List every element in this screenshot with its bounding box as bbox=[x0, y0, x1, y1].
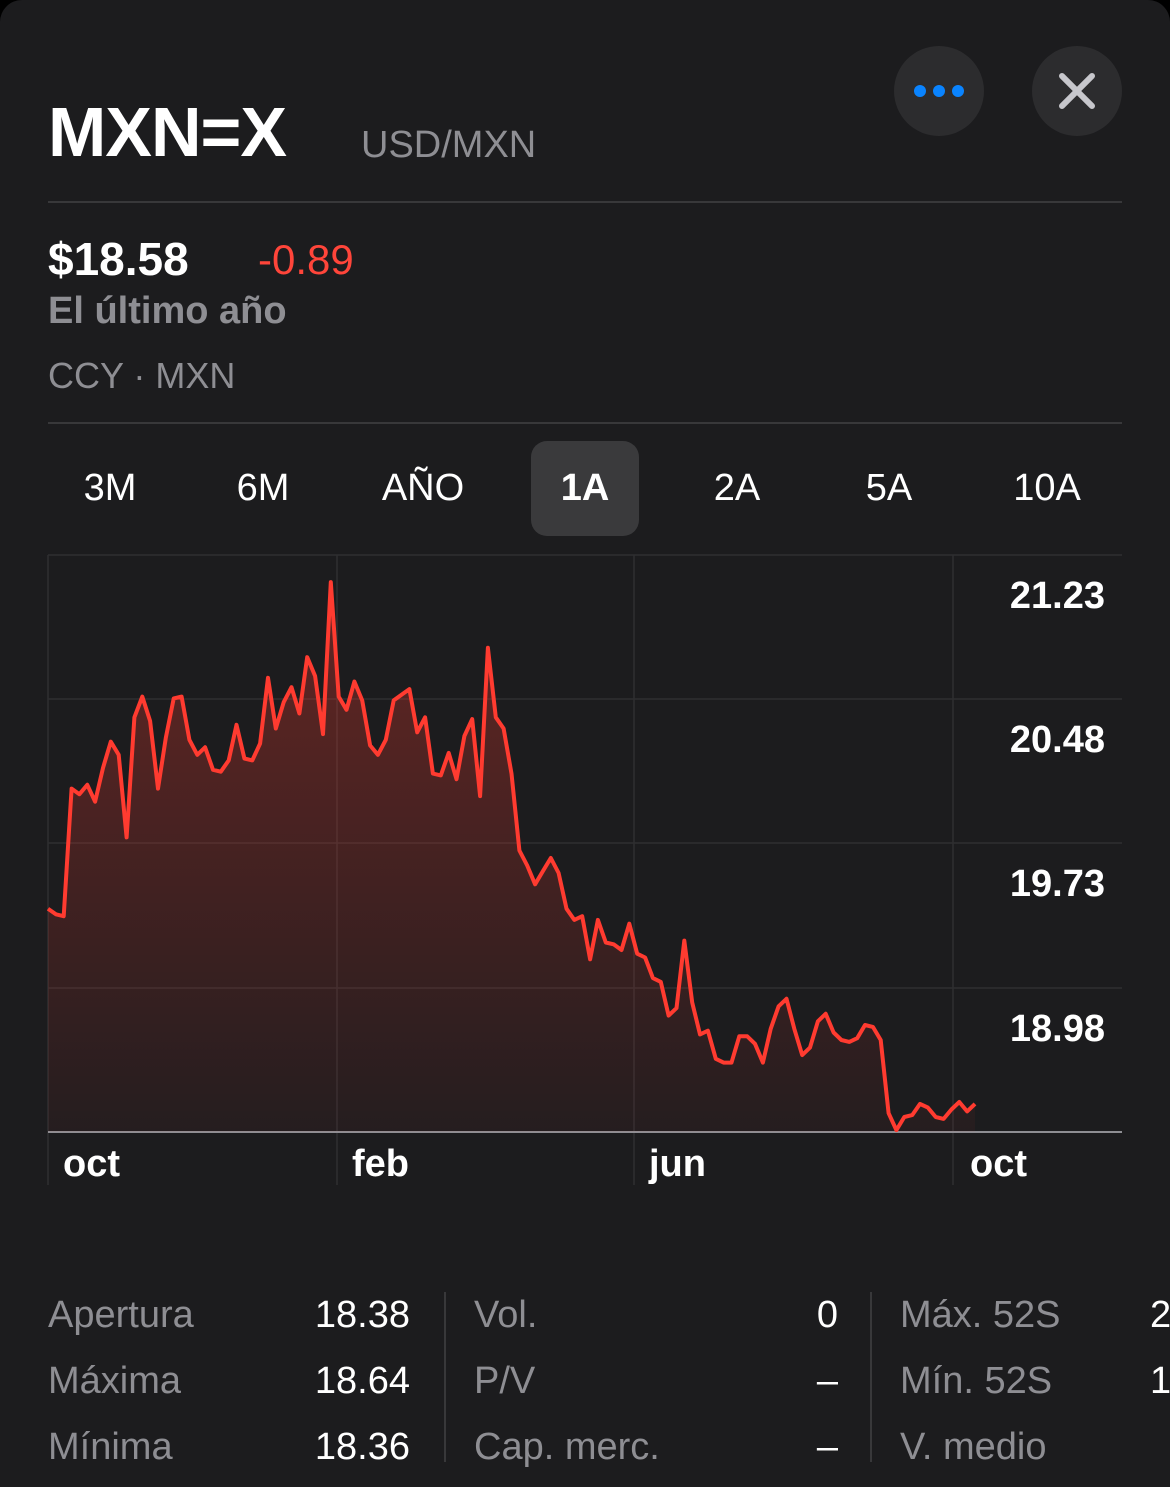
stat-label-low: Mínima bbox=[48, 1426, 173, 1468]
stat-label-52w-low: Mín. 52S bbox=[900, 1360, 1053, 1402]
range-tab-10a[interactable]: 10A bbox=[1013, 467, 1081, 509]
range-tab-3m[interactable]: 3M bbox=[83, 467, 137, 509]
range-tab-6m[interactable]: 6M bbox=[236, 467, 290, 509]
stat-value-pe: – bbox=[816, 1360, 838, 1402]
stat-label-market-cap: Cap. merc. bbox=[474, 1426, 660, 1468]
range-tab-2a[interactable]: 2A bbox=[713, 467, 761, 509]
stat-label-avg-volume: V. medio bbox=[900, 1426, 1047, 1468]
range-tab-5a[interactable]: 5A bbox=[865, 467, 913, 509]
close-icon bbox=[1059, 73, 1095, 109]
chart-area-fill bbox=[48, 582, 975, 1132]
y-tick-label: 19.73 bbox=[1010, 863, 1105, 905]
period-label: El último año bbox=[48, 290, 287, 332]
y-tick-label: 21.23 bbox=[1010, 575, 1105, 617]
stat-value-market-cap: – bbox=[816, 1426, 838, 1468]
stat-label-pe: P/V bbox=[474, 1360, 536, 1402]
chart-series-line bbox=[46, 580, 977, 1133]
x-tick-label: oct bbox=[970, 1143, 1027, 1185]
stat-label-volume: Vol. bbox=[474, 1294, 538, 1336]
ticker-symbol: MXN=X bbox=[48, 93, 287, 171]
x-tick-label: oct bbox=[63, 1143, 120, 1185]
more-button[interactable] bbox=[894, 46, 984, 136]
ellipsis-icon bbox=[914, 85, 964, 97]
price-change: -0.89 bbox=[258, 236, 354, 283]
range-tab-ytd[interactable]: AÑO bbox=[381, 467, 465, 509]
x-tick-label: jun bbox=[648, 1143, 706, 1185]
price-chart[interactable]: 21.23 20.48 19.73 18.98 oct feb jun oct bbox=[0, 540, 1170, 1200]
current-price: $18.58 bbox=[48, 233, 189, 285]
x-tick-label: feb bbox=[352, 1143, 409, 1185]
stats-divider bbox=[444, 1292, 446, 1462]
stats-divider bbox=[870, 1292, 872, 1462]
header-divider bbox=[48, 201, 1122, 203]
stat-value-52w-high: 2 bbox=[1150, 1294, 1170, 1336]
exchange-label: CCY · MXN bbox=[48, 355, 236, 396]
stat-value-open: 18.38 bbox=[314, 1294, 410, 1336]
stat-value-52w-low: 1 bbox=[1150, 1360, 1170, 1402]
close-button[interactable] bbox=[1032, 46, 1122, 136]
stat-value-high: 18.64 bbox=[314, 1360, 410, 1402]
stat-label-52w-high: Máx. 52S bbox=[900, 1294, 1061, 1336]
y-tick-label: 18.98 bbox=[1010, 1008, 1105, 1050]
stat-label-open: Apertura bbox=[48, 1294, 194, 1336]
stat-value-low: 18.36 bbox=[314, 1426, 410, 1468]
y-tick-label: 20.48 bbox=[1010, 719, 1105, 761]
range-tab-1a[interactable]: 1A bbox=[531, 441, 639, 536]
stat-label-high: Máxima bbox=[48, 1360, 182, 1402]
currency-pair: USD/MXN bbox=[361, 124, 537, 166]
quote-divider bbox=[48, 422, 1122, 424]
stat-value-volume: 0 bbox=[816, 1294, 838, 1336]
